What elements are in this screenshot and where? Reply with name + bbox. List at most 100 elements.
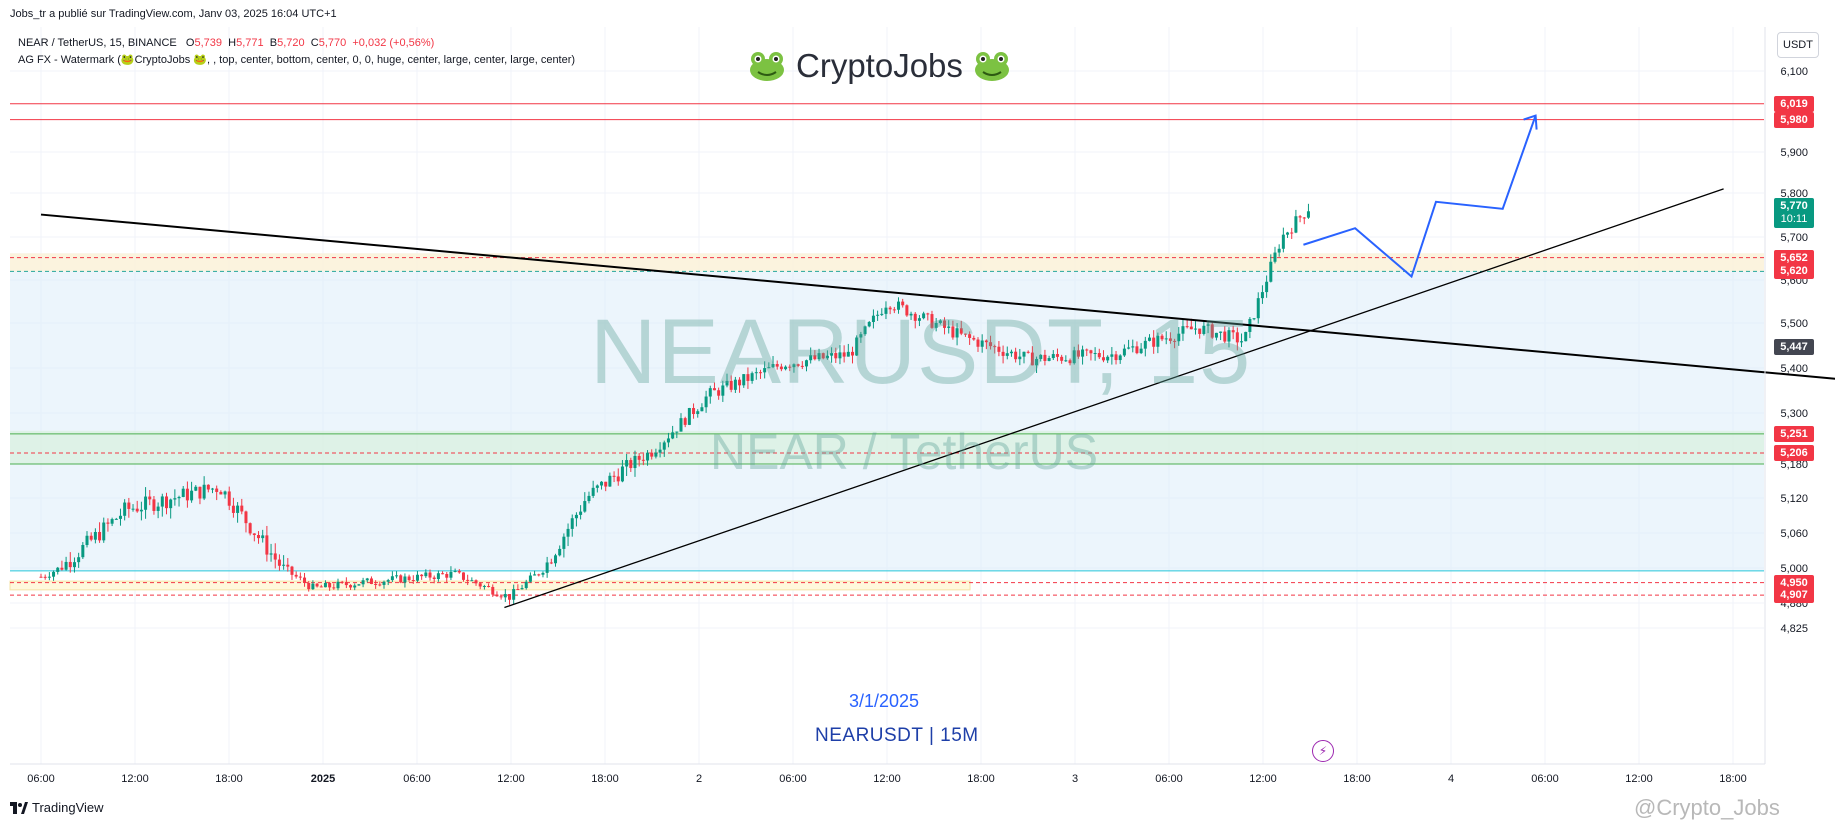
y-tick-label: 5,800	[1780, 188, 1808, 200]
y-tick-label: 5,500	[1780, 318, 1808, 330]
candle-body-240	[1043, 354, 1047, 361]
candle-body-171	[754, 372, 758, 374]
candle-body-145	[646, 452, 650, 461]
candle-body-261	[1131, 346, 1135, 348]
candle-body-285	[1231, 330, 1235, 333]
candle-body-14	[98, 531, 102, 541]
candle-body-260	[1127, 347, 1131, 349]
candle-body-213	[930, 314, 934, 328]
candle-body-189	[830, 353, 834, 356]
candle-body-9	[77, 557, 81, 563]
x-tick-label: 18:00	[591, 773, 619, 785]
candle-body-155	[687, 408, 691, 425]
candle-body-210	[917, 318, 921, 321]
candle-body-103	[470, 580, 474, 582]
currency-selector[interactable]: USDT	[1777, 32, 1819, 58]
candle-body-143	[637, 455, 641, 460]
tradingview-logo[interactable]: TradingView	[10, 800, 104, 815]
price-axis-ticks: 6,1005,9005,8005,7005,6005,5005,4005,300…	[1780, 66, 1808, 635]
candle-body-174	[767, 367, 771, 369]
candle-body-129	[579, 511, 583, 515]
price-tag: 4,950	[1774, 574, 1814, 591]
candle-body-156	[692, 408, 696, 415]
candle-body-232	[1009, 351, 1013, 354]
candle-body-150	[666, 438, 670, 443]
candle-body-295	[1273, 252, 1277, 262]
candle-body-4	[56, 567, 60, 572]
candle-body-132	[591, 487, 595, 496]
candle-body-108	[491, 586, 495, 595]
candle-body-177	[779, 366, 783, 370]
candle-body-74	[349, 585, 353, 588]
candle-body-283	[1223, 331, 1227, 342]
candle-body-105	[478, 583, 482, 587]
x-tick-label: 2	[696, 773, 702, 785]
candle-body-99	[453, 570, 457, 572]
candle-body-35	[185, 488, 189, 501]
candle-body-227	[989, 342, 993, 347]
candle-body-13	[93, 531, 97, 540]
candle-body-245	[1064, 360, 1068, 362]
candle-body-297	[1281, 234, 1285, 249]
candle-body-109	[495, 594, 499, 597]
candle-body-27	[152, 499, 156, 511]
candle-body-301	[1298, 216, 1302, 218]
candle-body-209	[913, 313, 917, 321]
candle-body-21	[127, 502, 131, 509]
x-tick-label: 18:00	[967, 773, 995, 785]
candle-body-212	[926, 313, 930, 315]
candle-body-249	[1081, 349, 1085, 357]
candle-body-182	[800, 365, 804, 367]
candle-body-48	[240, 505, 244, 512]
candle-body-96	[441, 573, 445, 575]
candle-body-47	[236, 505, 240, 513]
candle-body-218	[951, 326, 955, 338]
candle-body-244	[1060, 356, 1064, 361]
candle-body-279	[1206, 324, 1210, 326]
candle-body-1	[43, 576, 47, 578]
candle-body-231	[1005, 353, 1009, 356]
candle-body-276	[1194, 328, 1198, 330]
candle-body-237	[1030, 352, 1034, 366]
candle-body-215	[938, 320, 942, 323]
candle-body-264	[1143, 340, 1147, 349]
candle-body-181	[796, 364, 800, 366]
lightning-icon[interactable]: ⚡	[1312, 740, 1334, 762]
candle-body-234	[1018, 356, 1022, 360]
candle-body-238	[1035, 358, 1039, 366]
candle-body-100	[457, 570, 461, 573]
candle-body-88	[407, 576, 411, 581]
candle-body-164	[725, 380, 729, 386]
candle-body-126	[566, 528, 570, 537]
y-tick-label: 5,060	[1780, 528, 1808, 540]
candle-body-84	[390, 576, 394, 581]
candles	[39, 203, 1310, 605]
candle-body-32	[173, 498, 177, 500]
candle-body-56	[273, 553, 277, 560]
candle-body-179	[788, 366, 792, 368]
candle-body-157	[696, 411, 700, 415]
candle-body-199	[871, 315, 875, 323]
candle-body-263	[1139, 348, 1143, 354]
candle-body-175	[771, 364, 775, 368]
legend-change: +0,032 (+0,56%)	[352, 37, 435, 49]
candle-body-133	[595, 485, 599, 488]
candle-body-0	[39, 576, 43, 578]
candle-body-36	[190, 490, 194, 501]
candle-body-250	[1085, 349, 1089, 351]
price-tag: 4,907	[1774, 587, 1814, 604]
x-tick-label: 12:00	[873, 773, 901, 785]
candle-body-228	[993, 346, 997, 348]
candle-body-114	[516, 589, 520, 591]
candle-body-267	[1156, 335, 1160, 347]
candle-body-135	[604, 481, 608, 487]
candle-body-63	[303, 577, 307, 583]
publisher-line: Jobs_tr a publié sur TradingView.com, Ja…	[10, 8, 337, 20]
candle-body-294	[1269, 261, 1273, 282]
projection-arrowhead	[1523, 114, 1538, 130]
price-tag: 5,980	[1774, 111, 1814, 128]
candle-body-3	[52, 571, 56, 577]
price-tag: 5,206	[1774, 444, 1814, 461]
candle-body-303	[1306, 211, 1310, 218]
